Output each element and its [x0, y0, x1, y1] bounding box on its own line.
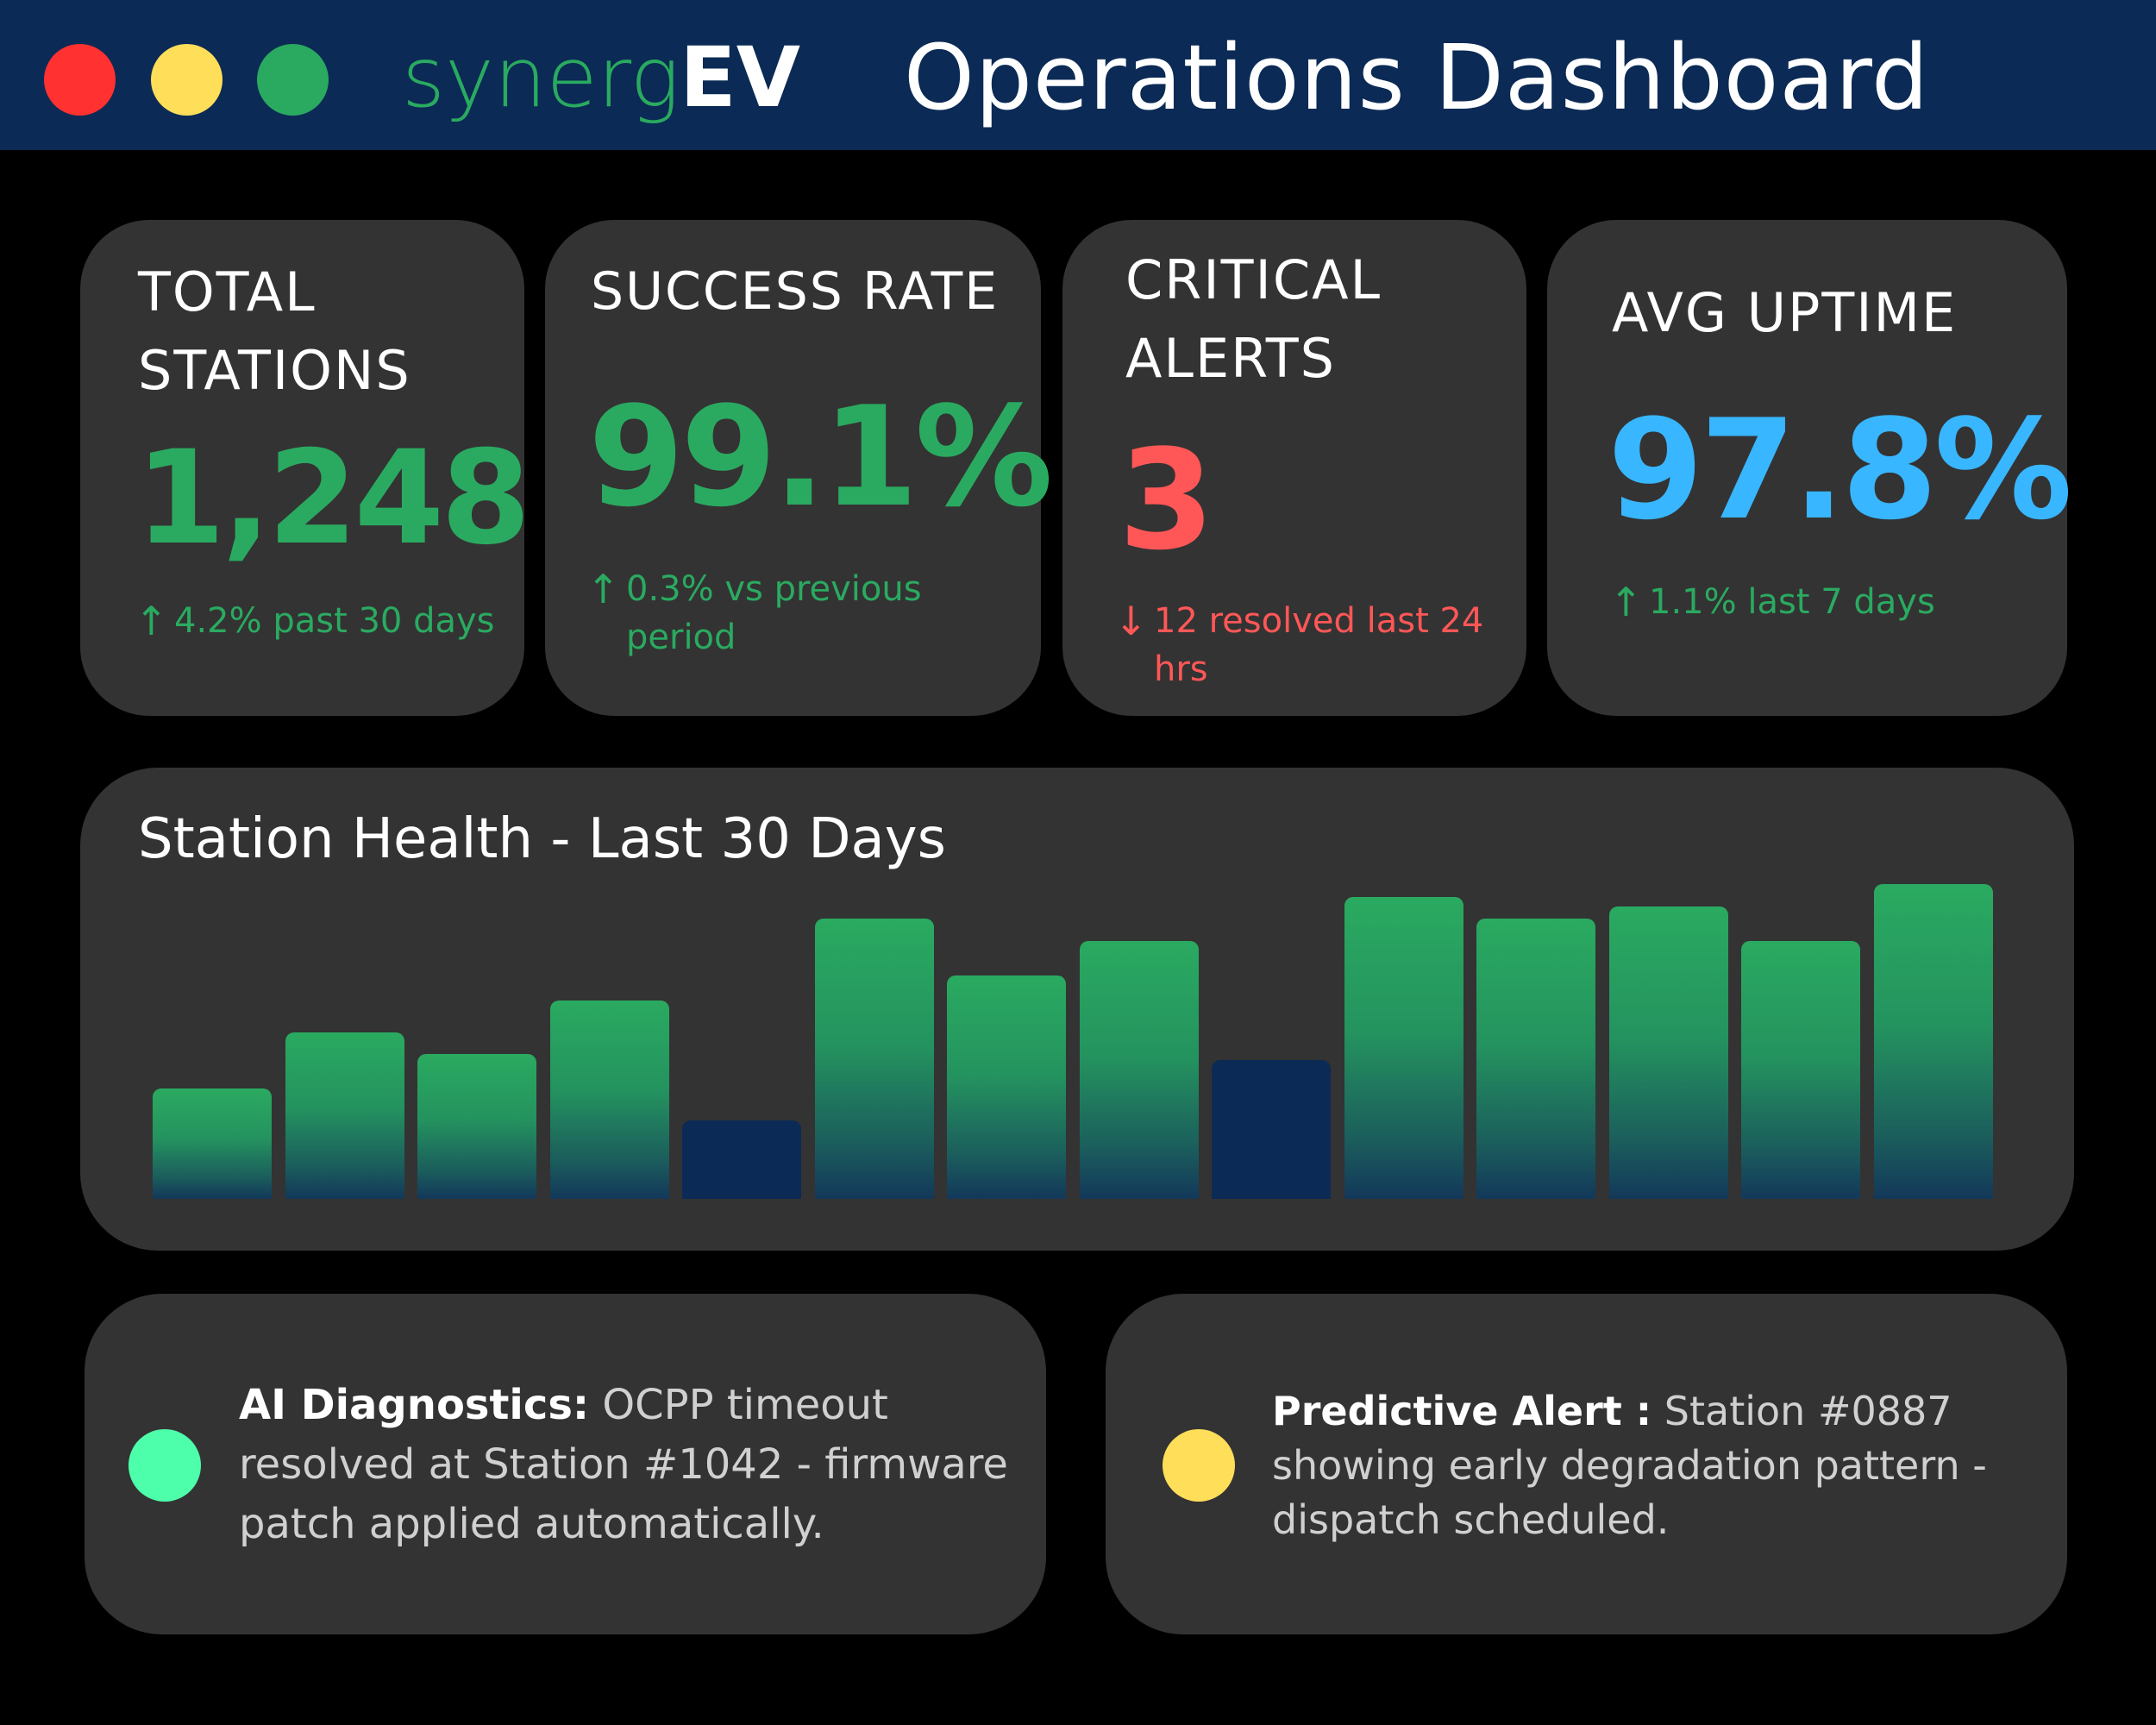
brand-logo-bold: EV: [680, 29, 800, 126]
arrow-up-icon: ↑: [586, 566, 620, 612]
kpi-label: TOTAL STATIONS: [138, 253, 517, 410]
kpi-delta-line: 0.3% vs previous: [626, 569, 922, 609]
status-dot-icon: [128, 1429, 201, 1502]
minimize-window-button[interactable]: [151, 44, 222, 116]
kpi-card-critical-alerts[interactable]: CRITICAL ALERTS 3 ↓ 12 resolved last 24 …: [1062, 220, 1526, 716]
alert-body: OCPP timeout resolved at Station #1042 -…: [239, 1381, 1008, 1548]
kpi-delta-line: 1.1% last 7 days: [1649, 582, 1935, 622]
kpi-card-avg-uptime[interactable]: AVG UPTIME 97.8% ↑ 1.1% last 7 days: [1547, 220, 2072, 716]
kpi-label-line: AVG UPTIME: [1612, 281, 1958, 344]
kpi-delta-line: hrs: [1154, 649, 1208, 689]
kpi-card-total-stations[interactable]: TOTAL STATIONS 1,248 ↑ 4.2% past 30 days: [80, 220, 530, 716]
arrow-up-icon: ↑: [135, 598, 168, 644]
kpi-value: 3: [1119, 419, 1214, 580]
maximize-window-button[interactable]: [257, 44, 329, 116]
arrow-down-icon: ↓: [1114, 598, 1148, 644]
kpi-label-line: STATIONS: [138, 339, 411, 402]
kpi-delta-line: 12 resolved last 24: [1154, 601, 1484, 641]
alert-body: Station #0887 showing early degradation …: [1272, 1388, 1987, 1543]
kpi-delta: ↑ 1.1% last 7 days: [1609, 578, 2058, 626]
alert-title: AI Diagnostics:: [239, 1381, 590, 1429]
kpi-delta-line: 4.2% past 30 days: [174, 601, 495, 641]
kpi-delta: ↑ 0.3% vs previous period: [586, 565, 1026, 662]
alert-message-predictive: Predictive Alert : Station #0887 showing…: [1272, 1384, 2035, 1547]
kpi-value: 99.1%: [588, 376, 1053, 537]
arrow-up-icon: ↑: [1609, 579, 1643, 625]
alert-card-ai-diagnostics[interactable]: [85, 1294, 1046, 1634]
brand-logo-light: synerg: [402, 29, 680, 126]
brand-logo: synergEV: [402, 30, 800, 125]
kpi-label-line: SUCCESS RATE: [591, 261, 1000, 322]
kpi-label-line: ALERTS: [1125, 327, 1336, 390]
alert-card-predictive[interactable]: [1106, 1294, 2067, 1634]
alert-message-ai-diagnostics: AI Diagnostics: OCPP timeout resolved at…: [239, 1376, 1019, 1554]
kpi-delta: ↑ 4.2% past 30 days: [135, 597, 514, 645]
kpi-label: CRITICAL ALERTS: [1125, 241, 1522, 398]
status-dot-icon: [1163, 1429, 1235, 1502]
page-title: Operations Dashboard: [904, 25, 1930, 130]
chart-title: Station Health - Last 30 Days: [138, 807, 946, 871]
kpi-value: 97.8%: [1608, 389, 2072, 550]
close-window-button[interactable]: [44, 44, 116, 116]
kpi-delta-line: period: [626, 618, 736, 657]
title-bar: synergEV Operations Dashboard: [0, 0, 2156, 150]
alert-title: Predictive Alert :: [1272, 1388, 1652, 1434]
kpi-label-line: CRITICAL: [1125, 248, 1382, 311]
kpi-label: SUCCESS RATE: [591, 253, 1039, 331]
kpi-value: 1,248: [135, 423, 530, 574]
kpi-card-success-rate[interactable]: SUCCESS RATE 99.1% ↑ 0.3% vs previous pe…: [545, 220, 1053, 716]
kpi-delta: ↓ 12 resolved last 24 hrs: [1114, 597, 1520, 693]
kpi-label-line: TOTAL: [138, 260, 317, 323]
kpi-label: AVG UPTIME: [1612, 273, 2060, 352]
